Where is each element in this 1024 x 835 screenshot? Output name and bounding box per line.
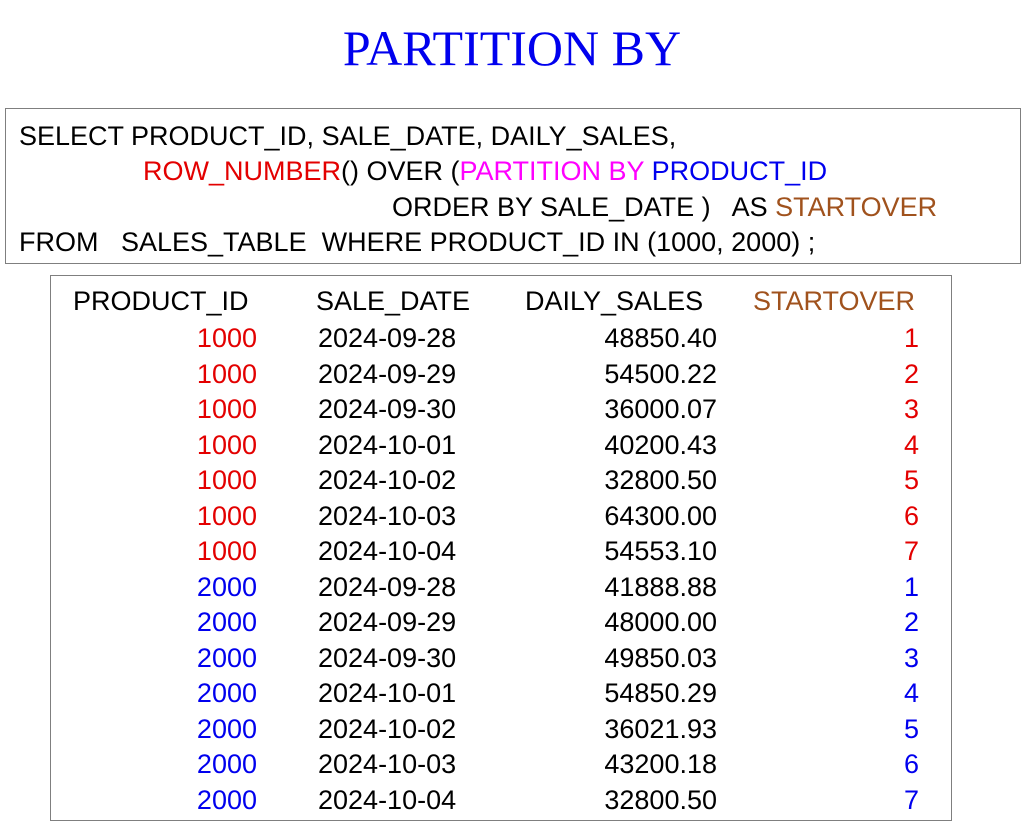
table-row: 2000 2024-10-02 36021.93 5 — [51, 712, 951, 747]
table-row: 1000 2024-10-02 32800.50 5 — [51, 463, 951, 498]
sale-date-cell: 2024-10-02 — [318, 465, 457, 495]
query-line-order-by: ORDER BY SALE_DATE ) AS STARTOVER — [392, 189, 937, 225]
startover-cell: 2 — [903, 358, 919, 389]
startover-cell: 3 — [903, 394, 919, 424]
product-id-cell: 2000 — [196, 784, 257, 815]
row-number-function: ROW_NUMBER — [143, 156, 342, 186]
startover-cell: 4 — [903, 678, 919, 708]
daily-sales-cell: 36021.93 — [604, 713, 717, 744]
daily-sales-cell: 32800.50 — [604, 784, 717, 815]
startover-cell: 1 — [903, 571, 919, 602]
sale-date-cell: 2024-10-02 — [318, 713, 457, 744]
product-id-cell: 2000 — [196, 571, 257, 602]
daily-sales-cell: 48850.40 — [604, 323, 717, 353]
startover-cell: 1 — [903, 323, 919, 353]
table-row: 2000 2024-10-03 43200.18 6 — [51, 747, 951, 782]
product-id-cell: 1000 — [196, 429, 257, 460]
product-id-cell: 2000 — [196, 749, 257, 779]
sale-date-cell: 2024-09-29 — [318, 358, 457, 389]
sale-date-cell: 2024-09-28 — [318, 323, 457, 353]
header-daily-sales: DAILY_SALES — [525, 286, 704, 316]
sale-date-cell: 2024-10-03 — [318, 500, 457, 531]
product-id-cell: 1000 — [196, 500, 257, 531]
product-id-cell: 1000 — [196, 394, 257, 424]
startover-cell: 4 — [903, 429, 919, 460]
startover-cell: 7 — [903, 536, 919, 566]
table-row: 1000 2024-10-03 64300.00 6 — [51, 499, 951, 534]
sale-date-cell: 2024-10-01 — [318, 429, 457, 460]
daily-sales-cell: 54500.22 — [604, 358, 717, 389]
table-row: 1000 2024-09-29 54500.22 2 — [51, 357, 951, 392]
query-line-row-number: ROW_NUMBER() OVER (PARTITION BY PRODUCT_… — [143, 153, 827, 189]
startover-cell: 3 — [903, 642, 919, 673]
product-id-cell: 1000 — [196, 358, 257, 389]
startover-cell: 2 — [903, 607, 919, 637]
sale-date-cell: 2024-09-29 — [318, 607, 457, 637]
table-row: 2000 2024-10-04 32800.50 7 — [51, 783, 951, 818]
startover-cell: 5 — [903, 713, 919, 744]
page-title: PARTITION BY — [342, 20, 682, 76]
daily-sales-cell: 43200.18 — [604, 749, 717, 779]
sql-query-box: SELECT PRODUCT_ID, SALE_DATE, DAILY_SALE… — [5, 108, 1021, 264]
table-row: 1000 2024-10-04 54553.10 7 — [51, 534, 951, 569]
daily-sales-cell: 49850.03 — [604, 642, 717, 673]
header-product-id: PRODUCT_ID — [73, 286, 249, 316]
header-startover: STARTOVER — [753, 286, 916, 316]
product-id-cell: 2000 — [196, 642, 257, 673]
product-id-cell: 2000 — [196, 678, 257, 708]
header-sale-date: SALE_DATE — [316, 286, 471, 316]
query-line-select: SELECT PRODUCT_ID, SALE_DATE, DAILY_SALE… — [19, 121, 677, 151]
sale-date-cell: 2024-10-03 — [318, 749, 457, 779]
daily-sales-cell: 41888.88 — [604, 571, 717, 602]
daily-sales-cell: 32800.50 — [604, 465, 717, 495]
partition-by-keyword: PARTITION BY — [459, 156, 645, 186]
table-row: 2000 2024-09-29 48000.00 2 — [51, 605, 951, 640]
table-row: 1000 2024-10-01 40200.43 4 — [51, 428, 951, 463]
table-row: 1000 2024-09-30 36000.07 3 — [51, 392, 951, 427]
daily-sales-cell: 40200.43 — [604, 429, 717, 460]
daily-sales-cell: 48000.00 — [604, 607, 717, 637]
partition-column: PRODUCT_ID — [651, 156, 828, 186]
sale-date-cell: 2024-10-01 — [318, 678, 457, 708]
startover-cell: 7 — [903, 784, 919, 815]
product-id-cell: 1000 — [196, 323, 257, 353]
table-row: 2000 2024-10-01 54850.29 4 — [51, 676, 951, 711]
sale-date-cell: 2024-10-04 — [318, 536, 457, 566]
table-row: 1000 2024-09-28 48850.40 1 — [51, 321, 951, 356]
sale-date-cell: 2024-10-04 — [318, 784, 457, 815]
order-by-clause: ORDER BY SALE_DATE ) AS — [392, 192, 776, 222]
table-header-row: PRODUCT_ID SALE_DATE DAILY_SALES STARTOV… — [51, 284, 951, 319]
sale-date-cell: 2024-09-30 — [318, 394, 457, 424]
product-id-cell: 1000 — [196, 465, 257, 495]
query-line-from: FROM SALES_TABLE WHERE PRODUCT_ID IN (10… — [19, 227, 816, 257]
daily-sales-cell: 54553.10 — [604, 536, 717, 566]
startover-cell: 6 — [903, 500, 919, 531]
daily-sales-cell: 64300.00 — [604, 500, 717, 531]
sale-date-cell: 2024-09-28 — [318, 571, 457, 602]
daily-sales-cell: 36000.07 — [604, 394, 717, 424]
product-id-cell: 2000 — [196, 607, 257, 637]
result-table: PRODUCT_ID SALE_DATE DAILY_SALES STARTOV… — [50, 275, 952, 821]
startover-cell: 5 — [903, 465, 919, 495]
daily-sales-cell: 54850.29 — [604, 678, 717, 708]
sale-date-cell: 2024-09-30 — [318, 642, 457, 673]
alias-startover: STARTOVER — [775, 192, 938, 222]
table-row: 2000 2024-09-30 49850.03 3 — [51, 641, 951, 676]
startover-cell: 6 — [903, 749, 919, 779]
partition-space — [644, 156, 652, 186]
over-clause-open: () OVER ( — [341, 156, 460, 186]
product-id-cell: 1000 — [196, 536, 257, 566]
table-row: 2000 2024-09-28 41888.88 1 — [51, 570, 951, 605]
product-id-cell: 2000 — [196, 713, 257, 744]
